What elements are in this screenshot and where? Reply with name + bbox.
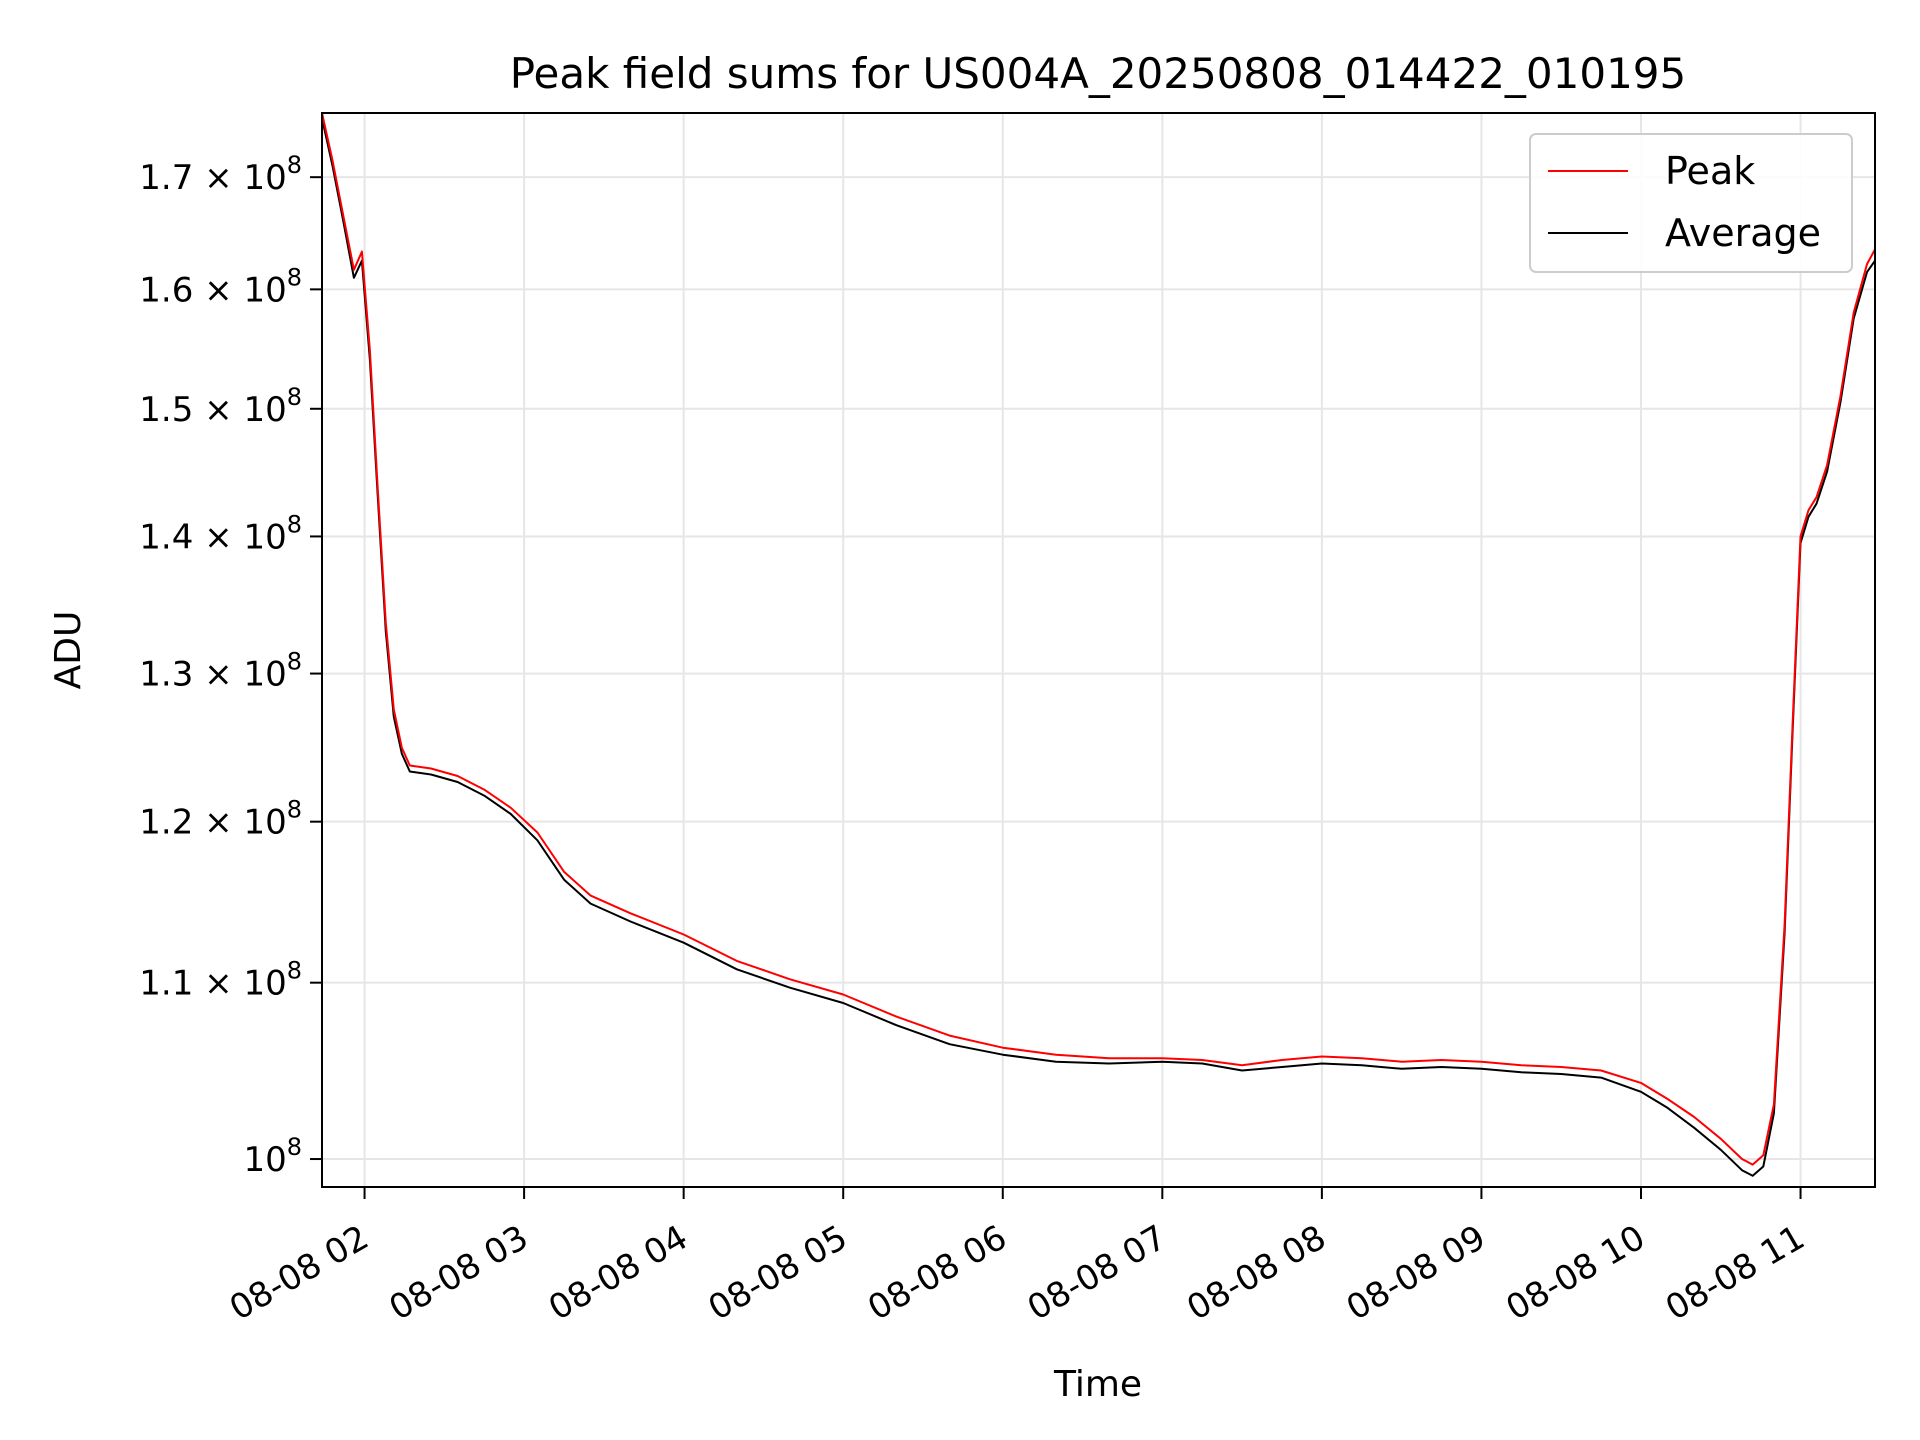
legend-box (1529, 133, 1853, 273)
y-tick-label: 108 (243, 1133, 302, 1180)
legend-label-peak: Peak (1665, 149, 1755, 193)
grid (322, 113, 1875, 1187)
y-tick-label: 1.6 × 108 (139, 263, 302, 310)
y-tick-label: 1.5 × 108 (139, 383, 302, 430)
x-axis-label: Time (1053, 1364, 1142, 1405)
plot-area (321, 112, 1876, 1177)
y-axis-label: ADU (48, 611, 89, 690)
series-line-peak (321, 112, 1876, 1166)
y-tick-label: 1.7 × 108 (139, 151, 302, 198)
axes-frame (321, 112, 1876, 1188)
y-axis: 108 1.1 × 108 1.2 × 108 1.3 × 108 1.4 × 108 1… (139, 151, 322, 1180)
legend: Peak Average (1529, 133, 1853, 273)
y-tick-label: 1.3 × 108 (139, 648, 302, 695)
y-tick-label: 1.1 × 108 (139, 957, 302, 1004)
chart-title: Peak field sums for US004A_20250808_0144… (510, 49, 1687, 98)
y-tick-label: 1.4 × 108 (139, 510, 302, 557)
legend-label-average: Average (1665, 211, 1821, 255)
y-tick-label: 1.2 × 108 (139, 796, 302, 843)
